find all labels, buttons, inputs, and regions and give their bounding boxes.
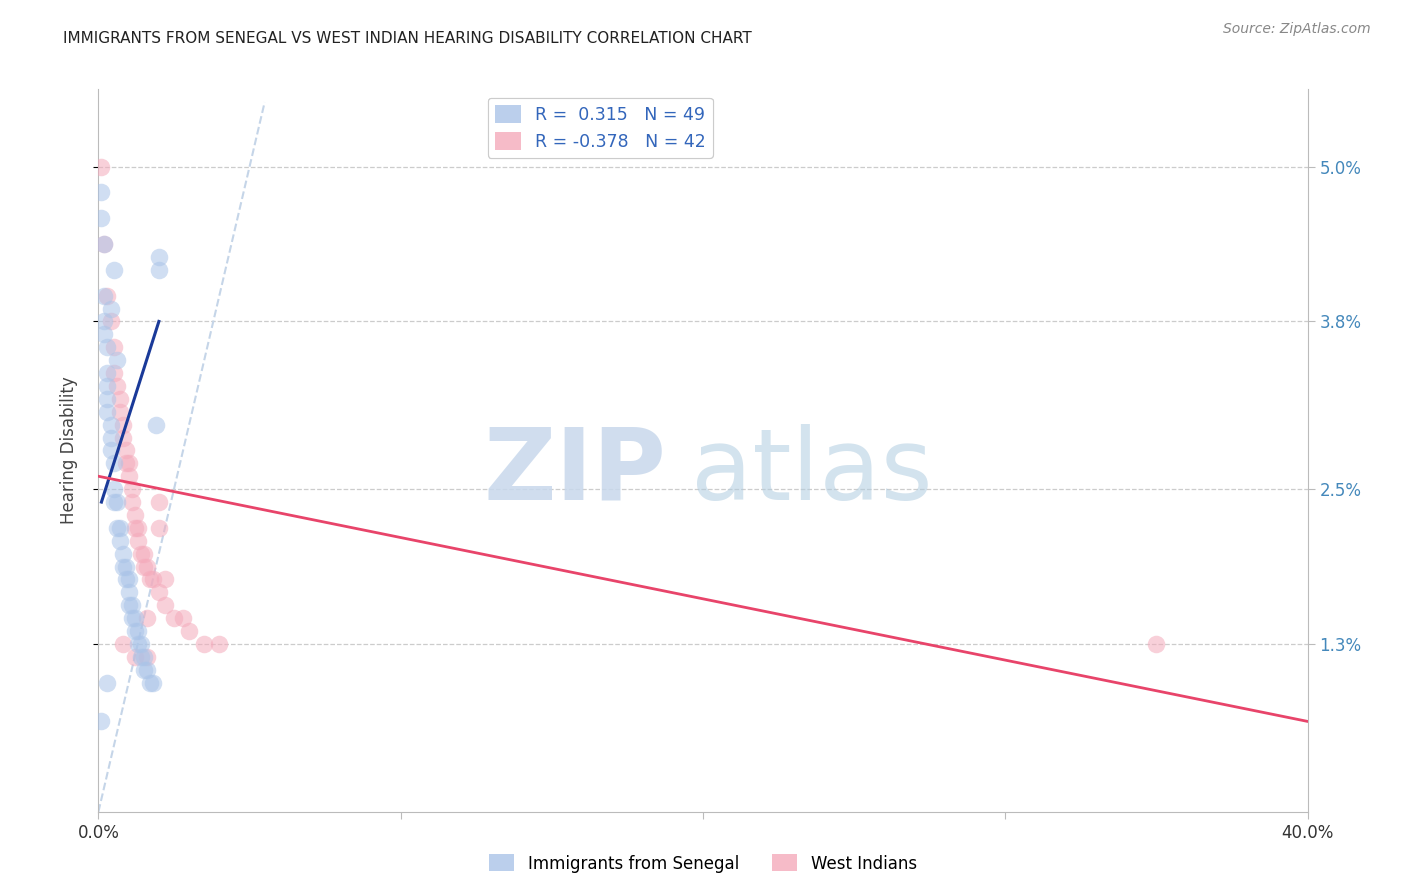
Point xyxy=(93,288,115,302)
Point xyxy=(93,237,115,252)
Point xyxy=(127,533,149,548)
Point xyxy=(148,495,170,509)
Point xyxy=(103,482,125,496)
Point xyxy=(135,611,157,625)
Point xyxy=(153,599,176,613)
Point xyxy=(179,624,201,639)
Point xyxy=(148,585,170,599)
Text: atlas: atlas xyxy=(690,424,932,521)
Point xyxy=(103,456,125,470)
Point xyxy=(148,262,170,277)
Point xyxy=(118,599,141,613)
Point xyxy=(105,495,128,509)
Point xyxy=(127,624,149,639)
Point xyxy=(96,392,118,406)
Point xyxy=(114,573,136,587)
Point xyxy=(90,714,112,729)
Point xyxy=(96,379,118,393)
Point xyxy=(114,559,136,574)
Point xyxy=(124,508,146,522)
Point xyxy=(103,495,125,509)
Point xyxy=(148,521,170,535)
Legend: Immigrants from Senegal, West Indians: Immigrants from Senegal, West Indians xyxy=(482,847,924,880)
Point xyxy=(121,482,143,496)
Point xyxy=(193,637,215,651)
Point xyxy=(111,547,134,561)
Point xyxy=(111,637,134,651)
Point xyxy=(142,573,165,587)
Point xyxy=(132,649,155,664)
Point xyxy=(103,340,125,354)
Point xyxy=(118,573,141,587)
Point xyxy=(96,340,118,354)
Point xyxy=(96,405,118,419)
Point xyxy=(90,160,112,174)
Point xyxy=(118,585,141,599)
Point xyxy=(96,288,118,302)
Point xyxy=(135,649,157,664)
Point xyxy=(142,675,165,690)
Point xyxy=(153,573,176,587)
Point xyxy=(129,637,152,651)
Point xyxy=(172,611,194,625)
Point xyxy=(118,469,141,483)
Point xyxy=(163,611,186,625)
Point xyxy=(100,443,122,458)
Point xyxy=(124,624,146,639)
Point xyxy=(93,237,115,252)
Point xyxy=(108,533,131,548)
Point xyxy=(90,186,112,200)
Point xyxy=(139,573,162,587)
Point xyxy=(1144,637,1167,651)
Point xyxy=(118,456,141,470)
Text: ZIP: ZIP xyxy=(484,424,666,521)
Point xyxy=(108,392,131,406)
Point xyxy=(93,314,115,328)
Legend: R =  0.315   N = 49, R = -0.378   N = 42: R = 0.315 N = 49, R = -0.378 N = 42 xyxy=(488,98,713,158)
Point xyxy=(111,559,134,574)
Point xyxy=(132,547,155,561)
Point xyxy=(208,637,231,651)
Point xyxy=(96,366,118,380)
Point xyxy=(105,379,128,393)
Point xyxy=(114,443,136,458)
Point xyxy=(90,211,112,226)
Point xyxy=(132,663,155,677)
Point xyxy=(100,417,122,432)
Point xyxy=(145,417,167,432)
Point xyxy=(129,547,152,561)
Y-axis label: Hearing Disability: Hearing Disability xyxy=(59,376,77,524)
Point xyxy=(124,611,146,625)
Point xyxy=(148,250,170,264)
Point xyxy=(103,366,125,380)
Text: Source: ZipAtlas.com: Source: ZipAtlas.com xyxy=(1223,22,1371,37)
Point xyxy=(105,353,128,368)
Point xyxy=(135,559,157,574)
Text: IMMIGRANTS FROM SENEGAL VS WEST INDIAN HEARING DISABILITY CORRELATION CHART: IMMIGRANTS FROM SENEGAL VS WEST INDIAN H… xyxy=(63,31,752,46)
Point xyxy=(114,456,136,470)
Point xyxy=(93,327,115,342)
Point xyxy=(121,495,143,509)
Point xyxy=(111,431,134,445)
Point xyxy=(121,599,143,613)
Point xyxy=(96,675,118,690)
Point xyxy=(100,431,122,445)
Point xyxy=(121,611,143,625)
Point xyxy=(100,314,122,328)
Point xyxy=(124,521,146,535)
Point xyxy=(108,521,131,535)
Point xyxy=(127,521,149,535)
Point xyxy=(103,262,125,277)
Point xyxy=(129,649,152,664)
Point xyxy=(111,417,134,432)
Point xyxy=(132,559,155,574)
Point xyxy=(139,675,162,690)
Point xyxy=(105,521,128,535)
Point xyxy=(135,663,157,677)
Point xyxy=(100,301,122,316)
Point xyxy=(108,405,131,419)
Point xyxy=(127,637,149,651)
Point xyxy=(124,649,146,664)
